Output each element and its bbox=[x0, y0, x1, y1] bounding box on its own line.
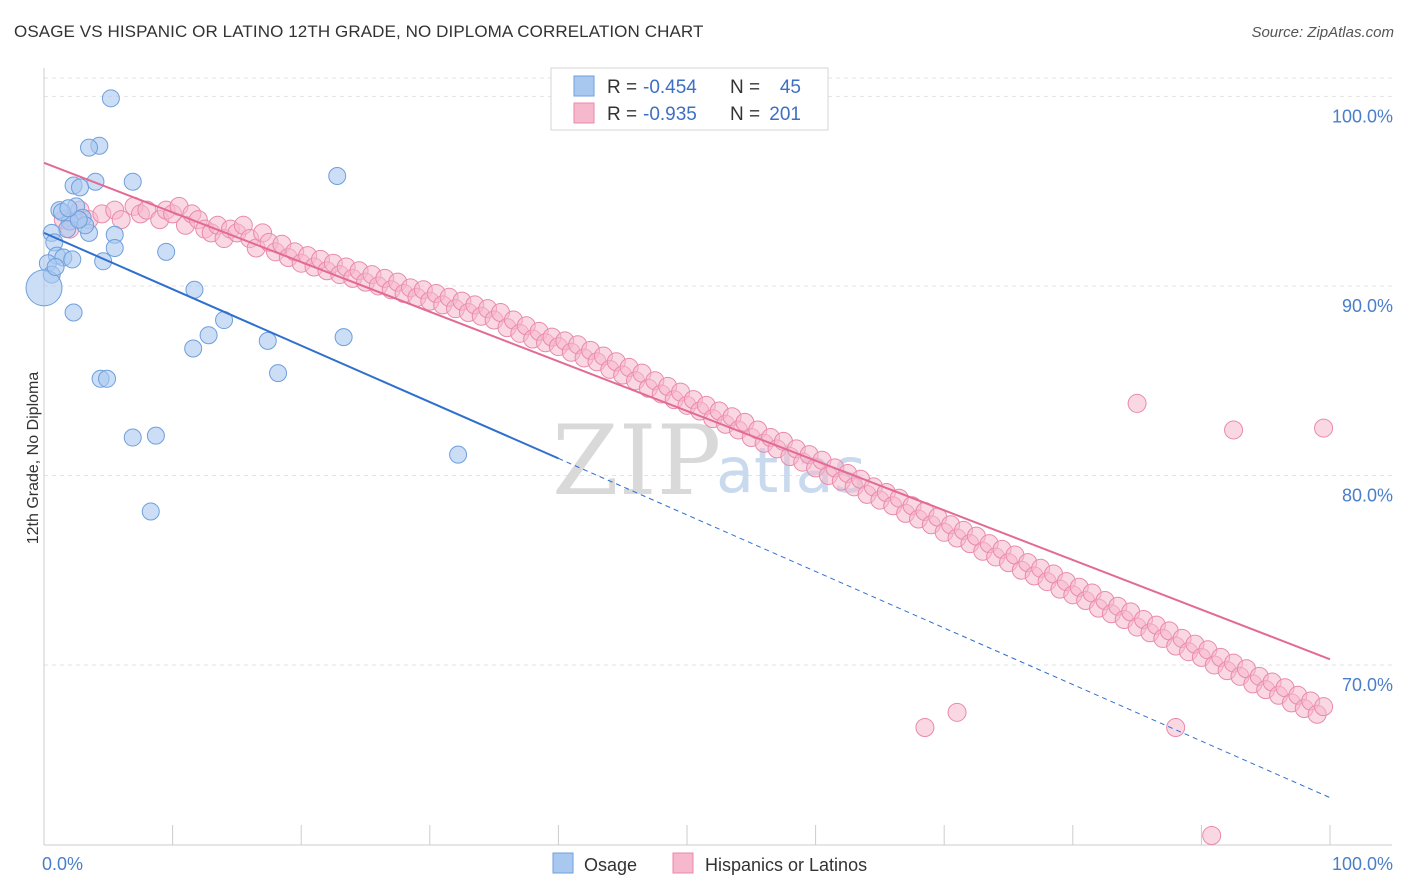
osage-point-35 bbox=[98, 369, 117, 388]
legend-hisp-n-value: 201 bbox=[769, 104, 801, 125]
osage-point-36 bbox=[146, 426, 165, 445]
osage-point-42 bbox=[46, 257, 65, 276]
osage-point-7 bbox=[328, 167, 347, 186]
osage-point-18 bbox=[157, 242, 176, 261]
osage-point-37 bbox=[123, 428, 142, 447]
y-tick-label-100: 100.0% bbox=[1332, 106, 1393, 126]
series-osage-points bbox=[25, 89, 468, 521]
x-tick-label-0: 0.0% bbox=[42, 854, 83, 874]
legend-box bbox=[550, 67, 829, 131]
osage-point-38 bbox=[449, 445, 468, 464]
bottom-legend-hisp-swatch bbox=[672, 852, 694, 874]
legend-hisp-r-label: R = bbox=[607, 104, 637, 125]
legend: R = -0.454 N = 45 R = -0.935 N = 201 bbox=[550, 67, 829, 131]
axis-layer: 70.0% 80.0% 90.0% 100.0% 0.0% 100.0% bbox=[42, 68, 1393, 874]
y-tick-label-80: 80.0% bbox=[1342, 485, 1393, 505]
legend-hisp-n-label: N = bbox=[730, 104, 760, 125]
chart-title: OSAGE VS HISPANIC OR LATINO 12TH GRADE, … bbox=[14, 22, 704, 41]
legend-osage-r-label: R = bbox=[607, 77, 637, 98]
osage-point-33 bbox=[269, 364, 288, 383]
hisp-point-195 bbox=[1314, 418, 1334, 438]
legend-hisp-swatch bbox=[573, 102, 595, 124]
hisp-trend-line bbox=[43, 161, 1331, 661]
osage-point-6 bbox=[123, 172, 142, 191]
osage-point-29 bbox=[199, 326, 218, 345]
bottom-legend: Osage Hispanics or Latinos bbox=[552, 852, 867, 875]
bottom-legend-osage-swatch bbox=[552, 852, 574, 874]
osage-point-21 bbox=[63, 250, 82, 269]
x-tick-label-100: 100.0% bbox=[1332, 854, 1393, 874]
chart-source: Source: ZipAtlas.com bbox=[1251, 24, 1394, 41]
hisp-point-191 bbox=[1314, 697, 1334, 717]
osage-point-27 bbox=[64, 303, 83, 322]
osage-point-31 bbox=[334, 328, 353, 347]
watermark-zip: ZIP bbox=[552, 405, 721, 517]
legend-osage-n-label: N = bbox=[730, 77, 760, 98]
osage-point-2 bbox=[80, 138, 99, 157]
series-hispanics-points bbox=[53, 196, 1334, 846]
osage-point-0 bbox=[101, 89, 120, 108]
osage-trend-line bbox=[43, 231, 559, 460]
legend-osage-n-value: 45 bbox=[780, 77, 801, 98]
hisp-point-193 bbox=[1127, 393, 1147, 413]
osage-point-25 bbox=[25, 269, 63, 307]
osage-point-17 bbox=[105, 239, 124, 258]
hisp-point-197 bbox=[947, 702, 967, 722]
osage-trend-extension bbox=[558, 457, 1331, 799]
hisp-point-192 bbox=[1202, 826, 1222, 846]
hisp-point-196 bbox=[915, 718, 935, 738]
y-tick-label-70: 70.0% bbox=[1342, 675, 1393, 695]
legend-hisp-r-value: -0.935 bbox=[643, 104, 697, 125]
bottom-legend-osage-label: Osage bbox=[584, 855, 637, 875]
osage-point-30 bbox=[258, 331, 277, 350]
hisp-point-9 bbox=[137, 200, 157, 220]
bottom-legend-hisp-label: Hispanics or Latinos bbox=[705, 855, 867, 875]
osage-point-5 bbox=[71, 178, 90, 197]
osage-point-43 bbox=[69, 210, 88, 229]
hisp-point-194 bbox=[1224, 420, 1244, 440]
trend-layer bbox=[43, 161, 1331, 799]
osage-point-39 bbox=[141, 502, 160, 521]
legend-osage-r-value: -0.454 bbox=[643, 77, 697, 98]
osage-point-44 bbox=[59, 199, 78, 218]
osage-point-32 bbox=[184, 339, 203, 358]
y-tick-label-90: 90.0% bbox=[1342, 296, 1393, 316]
legend-osage-swatch bbox=[573, 75, 595, 97]
y-axis-label: 12th Grade, No Diploma bbox=[25, 372, 42, 545]
grid-layer bbox=[44, 77, 1392, 666]
